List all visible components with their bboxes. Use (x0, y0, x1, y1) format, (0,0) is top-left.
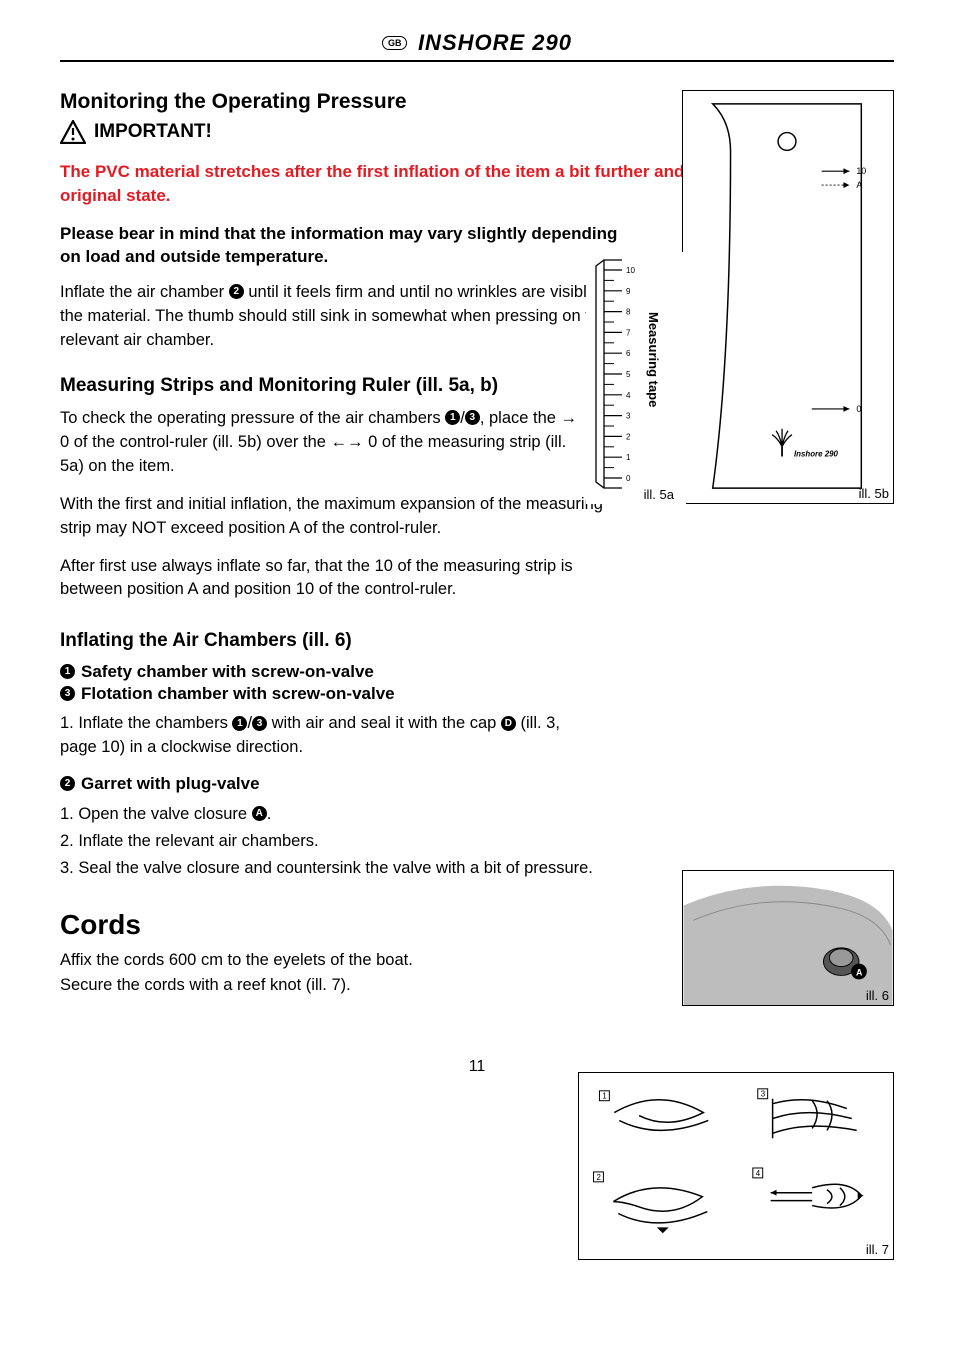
svg-text:1: 1 (602, 1092, 607, 1101)
circle-3-icon: 3 (252, 716, 267, 731)
svg-text:5: 5 (626, 370, 631, 379)
figure-7: 1 3 2 4 (578, 1072, 894, 1260)
text: Flotation chamber with screw-on-valve (81, 684, 395, 704)
measuring-p2: With the first and initial inflation, th… (60, 493, 620, 541)
circle-1-icon: 1 (445, 410, 460, 425)
svg-text:1: 1 (626, 453, 631, 462)
flotation-chamber-line: 3 Flotation chamber with screw-on-valve (60, 684, 894, 704)
figure-label: ill. 5a (644, 487, 674, 502)
figure-label: ill. 5b (859, 486, 889, 501)
product-title: INSHORE 290 (418, 30, 572, 55)
label-a: A (856, 180, 862, 190)
measuring-p1: To check the operating pressure of the a… (60, 407, 590, 479)
inflate-step1: 1. Inflate the chambers 1/3 with air and… (60, 712, 560, 760)
svg-text:3: 3 (626, 412, 631, 421)
page-header: GB INSHORE 290 (60, 30, 894, 62)
circle-2-icon: 2 (60, 776, 75, 791)
inflate-instruction: Inflate the air chamber 2 until it feels… (60, 281, 620, 353)
content-area: Monitoring the Operating Pressure IMPORT… (60, 90, 894, 998)
important-label: IMPORTANT! (94, 121, 212, 143)
safety-chamber-line: 1 Safety chamber with screw-on-valve (60, 662, 894, 682)
figure-6: A ill. 6 (682, 870, 894, 1006)
svg-text:9: 9 (626, 287, 631, 296)
heading-inflating: Inflating the Air Chambers (ill. 6) (60, 630, 894, 652)
circle-d-icon: D (501, 716, 516, 731)
svg-text:2: 2 (626, 432, 631, 441)
svg-text:0: 0 (626, 474, 631, 483)
text: Garret with plug-valve (81, 774, 260, 794)
text: 1. Inflate the chambers (60, 714, 232, 732)
figure-label: ill. 6 (866, 988, 889, 1003)
measuring-p3: After first use always inflate so far, t… (60, 555, 620, 603)
text: 1. Open the valve closure (60, 805, 252, 823)
garret-line: 2 Garret with plug-valve (60, 774, 894, 794)
step: 2. Inflate the relevant air chambers. (60, 829, 700, 854)
measuring-tape-label: Measuring tape (646, 312, 661, 407)
cords-p2: Secure the cords with a reef knot (ill. … (60, 974, 520, 998)
svg-text:6: 6 (626, 349, 631, 358)
step: 3. Seal the valve closure and countersin… (60, 856, 700, 881)
svg-text:A: A (856, 967, 863, 977)
figure-5a: 0 1 2 3 4 5 6 7 8 9 10 Measuring tape ill. 5a (586, 252, 686, 504)
label-0: 0 (856, 404, 861, 414)
svg-text:4: 4 (626, 391, 631, 400)
garret-steps: 1. Open the valve closure A. 2. Inflate … (60, 802, 700, 880)
svg-text:2: 2 (597, 1173, 601, 1182)
svg-text:8: 8 (626, 308, 631, 317)
figure-5b: 10 A 0 Inshore 290 ill. 5b (682, 90, 894, 504)
svg-text:7: 7 (626, 328, 631, 337)
text: Safety chamber with screw-on-valve (81, 662, 374, 682)
circle-a-icon: A (252, 806, 267, 821)
circle-2-icon: 2 (229, 284, 244, 299)
svg-text:4: 4 (756, 1169, 761, 1178)
circle-1-icon: 1 (60, 664, 75, 679)
step: 1. Open the valve closure A. (60, 802, 700, 827)
svg-text:10: 10 (626, 266, 635, 275)
text: Inflate the air chamber (60, 283, 229, 301)
text: To check the operating pressure of the a… (60, 409, 445, 427)
bold-note: Please bear in mind that the information… (60, 222, 620, 270)
cords-p1: Affix the cords 600 cm to the eyelets of… (60, 949, 520, 973)
text: with air and seal it with the cap (267, 714, 501, 732)
circle-3-icon: 3 (465, 410, 480, 425)
figure-label: ill. 7 (866, 1242, 889, 1257)
text: . (267, 805, 272, 823)
svg-text:3: 3 (761, 1090, 766, 1099)
inshore-label: Inshore 290 (794, 449, 839, 458)
region-badge: GB (382, 36, 408, 50)
circle-3-icon: 3 (60, 686, 75, 701)
label-10: 10 (856, 166, 866, 176)
warning-icon (60, 120, 86, 144)
circle-1-icon: 1 (232, 716, 247, 731)
